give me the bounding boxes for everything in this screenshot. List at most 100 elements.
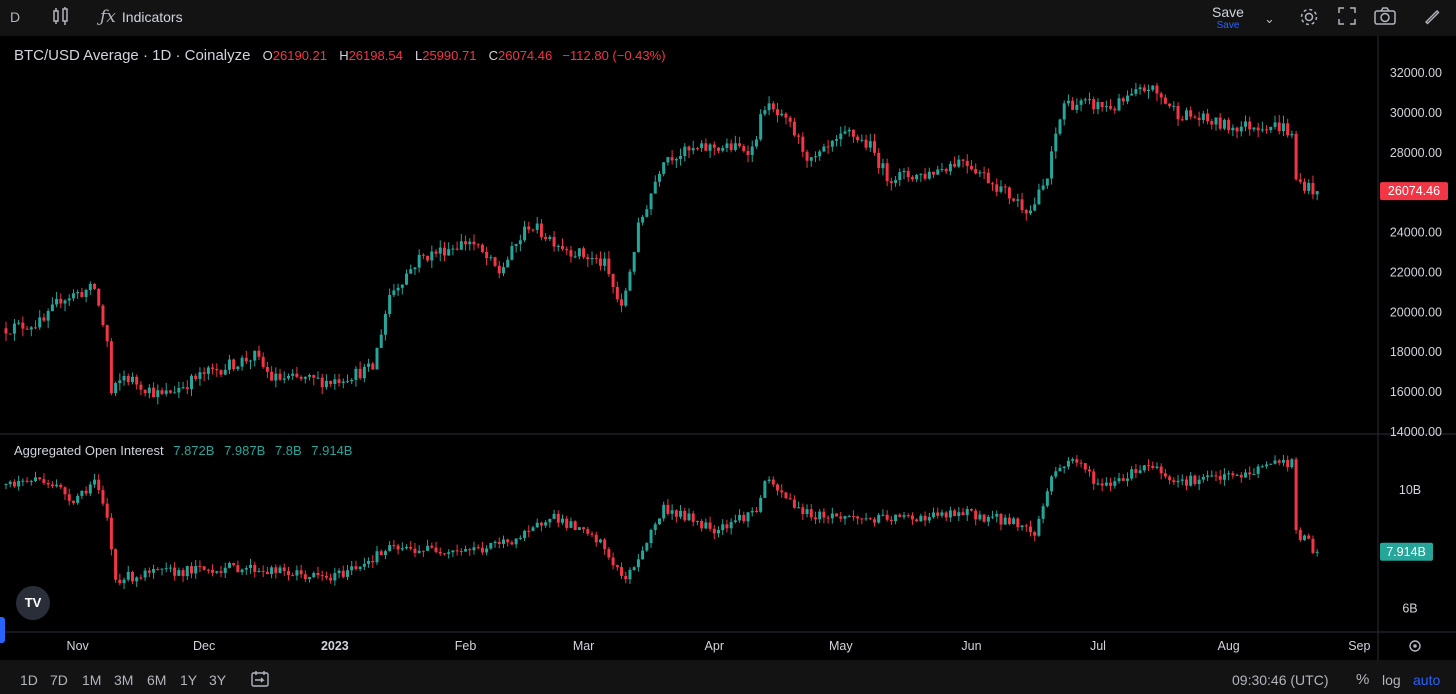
oi-candle bbox=[282, 567, 286, 572]
log-scale-toggle[interactable]: log bbox=[1382, 672, 1401, 688]
oi-title[interactable]: Aggregated Open Interest bbox=[14, 443, 164, 458]
range-7d-button[interactable]: 7D bbox=[50, 672, 68, 688]
series-title[interactable]: BTC/USD Average · 1D · Coinalyze bbox=[14, 47, 251, 64]
side-panel-handle[interactable] bbox=[0, 617, 5, 643]
oi-candle bbox=[126, 571, 130, 580]
price-candle bbox=[940, 169, 944, 171]
candles-icon[interactable] bbox=[52, 6, 70, 31]
price-candle bbox=[877, 152, 881, 169]
price-candle bbox=[910, 177, 914, 180]
price-candle bbox=[582, 248, 586, 258]
oi-candle bbox=[257, 570, 261, 572]
price-candle bbox=[451, 248, 455, 250]
price-candle bbox=[59, 298, 63, 304]
price-candle bbox=[1050, 151, 1054, 179]
camera-icon[interactable] bbox=[1373, 6, 1397, 31]
oi-candle bbox=[822, 511, 826, 518]
time-axis-tick: May bbox=[829, 639, 853, 653]
oi-candle bbox=[379, 551, 383, 556]
oi-candle bbox=[666, 504, 670, 514]
oi-candle bbox=[1117, 478, 1121, 482]
price-candle bbox=[923, 173, 927, 179]
draw-pencil-icon[interactable] bbox=[1422, 6, 1442, 31]
range-6m-button[interactable]: 6M bbox=[147, 672, 167, 688]
indicators-button[interactable]: ƒx Indicators bbox=[100, 7, 183, 27]
percent-scale-toggle[interactable]: % bbox=[1356, 671, 1370, 688]
oi-candle bbox=[409, 546, 413, 549]
price-candle bbox=[400, 284, 404, 288]
oi-candle bbox=[265, 571, 269, 575]
oi-candle bbox=[147, 570, 151, 573]
oi-candle bbox=[679, 510, 683, 517]
axis-settings-gear-icon[interactable] bbox=[1409, 640, 1421, 652]
price-axis-tick: 32000.00 bbox=[1390, 66, 1442, 80]
price-candle bbox=[265, 366, 269, 372]
price-candle bbox=[1071, 100, 1075, 110]
oi-candle bbox=[725, 524, 729, 529]
oi-candle bbox=[868, 518, 872, 520]
price-candle bbox=[316, 377, 320, 379]
price-candle bbox=[936, 169, 940, 175]
oi-candle bbox=[1307, 535, 1311, 539]
price-candle bbox=[1003, 186, 1007, 188]
price-candle bbox=[636, 222, 640, 253]
oi-candle bbox=[206, 569, 210, 571]
oi-candle bbox=[670, 510, 674, 514]
fullscreen-icon[interactable] bbox=[1337, 6, 1357, 31]
chevron-down-icon[interactable]: ⌄ bbox=[1264, 11, 1275, 26]
price-candle bbox=[725, 143, 729, 148]
price-candle bbox=[1218, 117, 1222, 129]
symbol-search-button[interactable]: D bbox=[10, 9, 21, 25]
oi-candle bbox=[1248, 472, 1252, 475]
oi-candle bbox=[396, 545, 400, 550]
range-3m-button[interactable]: 3M bbox=[114, 672, 134, 688]
chart-area[interactable]: 14000.00 16000.00 18000.00 20000.00 22000.00… bbox=[0, 36, 1456, 660]
price-candle bbox=[147, 387, 151, 394]
price-candle bbox=[493, 257, 497, 266]
price-candle bbox=[198, 372, 202, 379]
price-candle bbox=[1121, 98, 1125, 102]
oi-candle bbox=[742, 514, 746, 522]
oi-candle bbox=[1218, 476, 1222, 480]
oi-candle bbox=[215, 571, 219, 573]
price-candle bbox=[405, 273, 409, 285]
range-1d-button[interactable]: 1D bbox=[20, 672, 38, 688]
price-candle bbox=[1159, 93, 1163, 98]
price-candle bbox=[303, 376, 307, 379]
price-candle bbox=[750, 146, 754, 155]
oi-candle bbox=[1092, 471, 1096, 484]
oi-candle bbox=[160, 568, 164, 570]
price-candle bbox=[788, 117, 792, 122]
oi-axis-tick: 6B bbox=[1402, 601, 1417, 615]
chart-canvas[interactable]: 14000.00 16000.00 18000.00 20000.00 22000.00… bbox=[0, 36, 1456, 660]
utc-clock[interactable]: 09:30:46 (UTC) bbox=[1232, 672, 1329, 688]
oi-candle bbox=[527, 530, 531, 532]
oi-candle bbox=[1007, 517, 1011, 525]
range-1y-button[interactable]: 1Y bbox=[180, 672, 198, 688]
oi-candle bbox=[286, 571, 290, 576]
oi-candle bbox=[67, 494, 71, 501]
price-candle bbox=[4, 328, 8, 334]
save-button[interactable]: Save Save bbox=[1206, 4, 1250, 32]
save-label: Save bbox=[1212, 4, 1244, 20]
oi-candle bbox=[1206, 475, 1210, 477]
tradingview-logo[interactable]: TV bbox=[16, 586, 50, 620]
price-candle bbox=[190, 375, 194, 390]
oi-candle bbox=[906, 515, 910, 517]
low-label: L bbox=[414, 48, 423, 63]
goto-date-icon[interactable] bbox=[250, 669, 270, 692]
price-candle bbox=[1138, 87, 1142, 90]
price-candle bbox=[995, 184, 999, 192]
range-3y-button[interactable]: 3Y bbox=[209, 672, 227, 688]
price-candle bbox=[948, 163, 952, 172]
oi-candle bbox=[1197, 479, 1201, 485]
price-candle bbox=[847, 129, 851, 132]
auto-scale-toggle[interactable]: auto bbox=[1413, 672, 1441, 688]
oi-candle bbox=[704, 522, 708, 529]
settings-gear-icon[interactable] bbox=[1298, 6, 1320, 33]
oi-candle bbox=[894, 514, 898, 522]
range-1m-button[interactable]: 1M bbox=[82, 672, 102, 688]
oi-candle bbox=[1071, 459, 1075, 461]
price-candle bbox=[472, 241, 476, 245]
oi-candle bbox=[1269, 463, 1273, 465]
